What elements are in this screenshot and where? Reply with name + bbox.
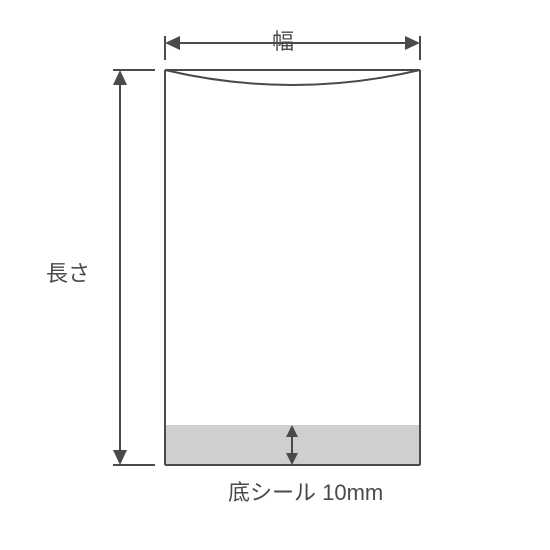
width-label: 幅 (272, 24, 294, 56)
bottom-seal-label: 底シール 10mm (228, 475, 383, 507)
length-arrow-top (113, 70, 127, 85)
bag-top-curve (165, 70, 420, 85)
bag-dimension-diagram: 幅 長さ 底シール 10mm (0, 0, 550, 550)
length-arrow-bottom (113, 450, 127, 465)
width-arrow-left (165, 36, 180, 50)
width-arrow-right (405, 36, 420, 50)
length-label: 長さ (46, 256, 90, 288)
